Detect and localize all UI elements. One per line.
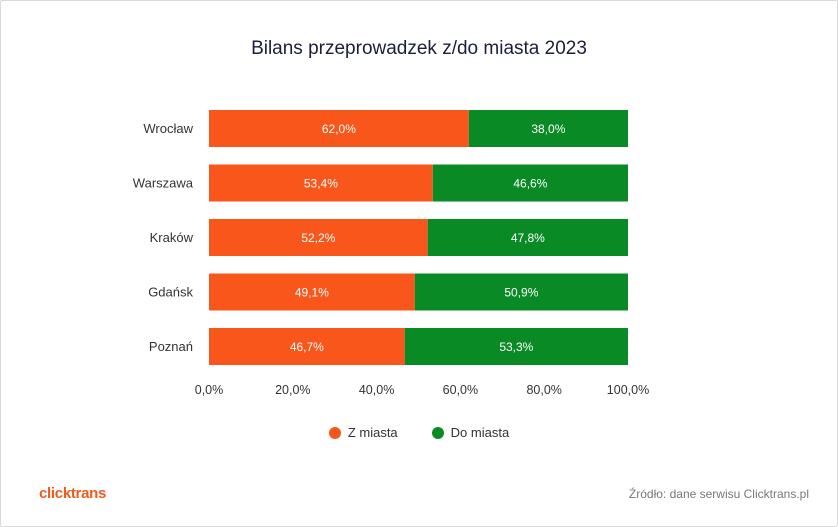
category-label-warszawa: Warszawa — [133, 176, 194, 191]
data-label-do-miasta-krakow: 47,8% — [511, 231, 545, 245]
legend-label-do-miasta: Do miasta — [450, 425, 510, 440]
source-note: Źródło: dane serwisu Clicktrans.pl — [628, 487, 809, 501]
data-label-z-miasta-gdansk: 49,1% — [295, 286, 329, 300]
category-label-gdansk: Gdańsk — [148, 285, 193, 300]
category-label-wroclaw: Wrocław — [143, 121, 193, 136]
category-label-poznan: Poznań — [149, 339, 193, 354]
bar-do-miasta-gdansk[interactable] — [414, 273, 628, 311]
data-label-z-miasta-krakow: 52,2% — [301, 231, 335, 245]
legend-label-z-miasta: Z miasta — [347, 425, 398, 440]
data-label-z-miasta-wroclaw: 62,0% — [322, 122, 356, 136]
x-tick-label: 100,0% — [607, 383, 649, 397]
x-tick-label: 20,0% — [275, 383, 310, 397]
bar-z-miasta-poznan[interactable] — [209, 328, 405, 365]
bar-do-miasta-wroclaw[interactable] — [468, 110, 628, 147]
data-label-z-miasta-warszawa: 53,4% — [304, 177, 338, 191]
x-tick-label: 60,0% — [443, 383, 478, 397]
bar-do-miasta-poznan[interactable] — [404, 328, 628, 365]
bar-z-miasta-warszawa[interactable] — [209, 164, 433, 202]
data-label-z-miasta-poznan: 46,7% — [290, 340, 324, 354]
legend-item-do-miasta[interactable]: Do miasta — [431, 425, 510, 440]
legend-marker-z-miasta — [328, 426, 341, 439]
bar-z-miasta-krakow[interactable] — [209, 219, 428, 256]
x-tick-label: 40,0% — [359, 383, 394, 397]
brand-logo: clicktrans — [39, 485, 107, 502]
stacked-bar-chart: Wrocław 62,0% 38,0% Warszawa 53,4% 46,6% Krakó… — [133, 110, 649, 397]
bar-do-miasta-warszawa[interactable] — [432, 164, 628, 202]
legend-marker-do-miasta — [431, 426, 444, 439]
data-label-do-miasta-warszawa: 46,6% — [513, 177, 547, 191]
data-label-do-miasta-poznan: 53,3% — [499, 340, 533, 354]
bar-do-miasta-krakow[interactable] — [427, 219, 628, 256]
data-label-do-miasta-gdansk: 50,9% — [504, 286, 538, 300]
data-label-do-miasta-wroclaw: 38,0% — [531, 122, 565, 136]
bar-z-miasta-gdansk[interactable] — [209, 273, 415, 311]
bar-z-miasta-wroclaw[interactable] — [209, 110, 469, 147]
category-label-krakow: Kraków — [150, 230, 194, 245]
x-tick-label: 80,0% — [526, 383, 561, 397]
legend: Z miasta Do miasta — [0, 425, 838, 440]
x-tick-label: 0,0% — [195, 383, 224, 397]
legend-item-z-miasta[interactable]: Z miasta — [328, 425, 398, 440]
chart-title: Bilans przeprowadzek z/do miasta 2023 — [251, 38, 587, 59]
